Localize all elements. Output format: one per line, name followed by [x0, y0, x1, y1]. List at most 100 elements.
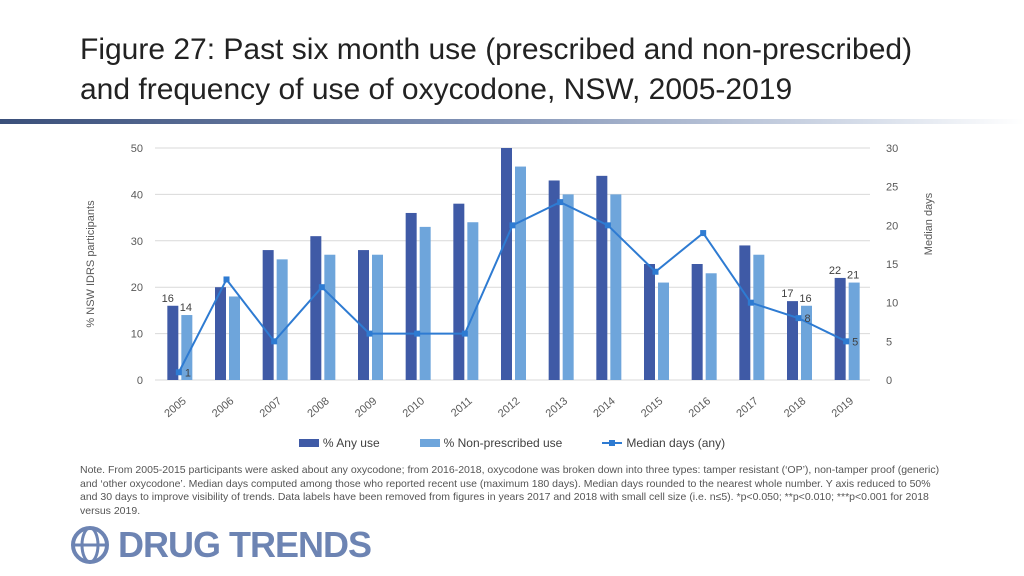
point-median-days	[175, 369, 182, 376]
legend-label-non-prescribed: % Non-prescribed use	[443, 436, 563, 450]
legend-item-median-days: Median days (any)	[602, 436, 725, 450]
point-median-days	[843, 338, 850, 345]
bar-any-use	[453, 203, 465, 380]
bar-non-prescribed	[324, 254, 336, 380]
bar-non-prescribed	[705, 273, 717, 380]
bar-non-prescribed	[276, 259, 288, 380]
bar-any-use	[310, 236, 322, 380]
point-median-days	[318, 284, 325, 291]
bar-any-use	[262, 250, 274, 380]
x-tick-label: 2017	[734, 395, 760, 420]
x-tick-label: 2008	[305, 395, 331, 420]
y-tick-label: 30	[131, 236, 143, 248]
drug-trends-logo: DRUG TRENDS	[70, 524, 372, 566]
bar-non-prescribed	[372, 254, 383, 380]
bar-non-prescribed	[181, 315, 193, 380]
point-median-days	[414, 330, 421, 337]
legend-item-any-use: % Any use	[298, 436, 380, 450]
x-tick-label: 2005	[162, 395, 188, 420]
bar-non-prescribed	[419, 226, 431, 380]
point-median-days	[557, 199, 564, 206]
legend-label-any-use: % Any use	[322, 436, 380, 450]
data-label: 5	[852, 336, 858, 348]
y-tick-label: 40	[131, 189, 143, 201]
bar-any-use	[787, 301, 798, 380]
point-median-days	[461, 330, 468, 337]
bar-any-use	[596, 175, 608, 380]
data-label: 14	[180, 302, 192, 314]
x-tick-label: 2018	[782, 395, 808, 420]
x-tick-label: 2011	[449, 395, 475, 419]
bar-any-use	[167, 305, 179, 380]
data-label: 16	[162, 293, 174, 305]
bar-non-prescribed	[610, 194, 622, 380]
legend-swatch-any-use	[298, 439, 319, 447]
y2-tick-label: 25	[886, 182, 898, 194]
y2-tick-label: 5	[886, 336, 892, 348]
title-line-1: Figure 27: Past six month use (prescribe…	[80, 33, 913, 66]
y2-tick-label: 0	[886, 375, 892, 387]
bar-non-prescribed	[801, 305, 812, 380]
x-tick-label: 2010	[401, 395, 427, 420]
point-median-days	[271, 338, 278, 345]
y2-tick-label: 10	[886, 298, 898, 310]
bar-any-use	[358, 250, 369, 380]
bar-non-prescribed	[562, 194, 574, 380]
bar-non-prescribed	[229, 296, 240, 380]
y-tick-label: 0	[137, 375, 143, 387]
y2-tick-label: 30	[886, 143, 898, 155]
bar-any-use	[644, 264, 655, 380]
legend-label-median-days: Median days (any)	[626, 436, 726, 450]
point-median-days	[700, 230, 707, 237]
point-median-days	[652, 268, 659, 275]
data-label: 21	[847, 270, 859, 282]
y-tick-label: 20	[131, 282, 143, 294]
data-label: 1	[185, 367, 191, 379]
bar-any-use	[501, 148, 512, 380]
legend-item-non-prescribed: % Non-prescribed use	[419, 436, 563, 450]
bar-non-prescribed	[848, 282, 860, 380]
chart-note: Note. From 2005-2015 participants were a…	[80, 464, 940, 517]
data-label: 16	[799, 293, 811, 305]
bar-any-use	[834, 277, 846, 380]
y-tick-label: 50	[131, 143, 143, 155]
bar-any-use	[215, 287, 226, 380]
y2-tick-label: 15	[886, 259, 898, 271]
data-label: 17	[781, 288, 793, 300]
x-tick-label: 2013	[544, 395, 570, 420]
bar-any-use	[548, 180, 560, 380]
point-median-days	[223, 276, 230, 283]
bar-non-prescribed	[515, 166, 526, 380]
x-tick-label: 2019	[830, 395, 856, 420]
x-tick-label: 2015	[639, 395, 665, 420]
title-divider	[0, 119, 1024, 124]
x-tick-label: 2012	[496, 395, 522, 420]
x-tick-label: 2016	[687, 395, 713, 420]
bar-non-prescribed	[467, 222, 479, 380]
point-median-days	[747, 299, 754, 306]
x-tick-label: 2009	[353, 395, 379, 420]
point-median-days	[509, 222, 516, 229]
logo-text: DRUG TRENDS	[118, 524, 372, 565]
y-tick-label: 10	[131, 329, 143, 341]
x-tick-label: 2014	[591, 395, 617, 420]
figure-title: Figure 27: Past six month use (prescribe…	[80, 30, 980, 110]
bar-any-use	[691, 264, 703, 380]
data-label: 22	[829, 265, 841, 277]
x-tick-label: 2006	[210, 395, 236, 420]
y2-tick-label: 20	[886, 220, 898, 232]
globe-icon	[71, 526, 109, 564]
title-line-2: and frequency of use of oxycodone, NSW, …	[80, 73, 793, 106]
chart-legend: % Any use % Non-prescribed use Median da…	[0, 436, 1024, 450]
point-median-days	[604, 222, 611, 229]
bar-any-use	[739, 245, 751, 380]
bar-non-prescribed	[658, 282, 669, 380]
bar-non-prescribed	[753, 254, 765, 380]
legend-swatch-non-prescribed	[419, 439, 440, 447]
legend-swatch-median-days	[602, 439, 623, 447]
bar-any-use	[405, 212, 417, 380]
data-label: 8	[805, 313, 811, 325]
point-median-days	[366, 330, 373, 337]
x-tick-label: 2007	[258, 395, 284, 420]
